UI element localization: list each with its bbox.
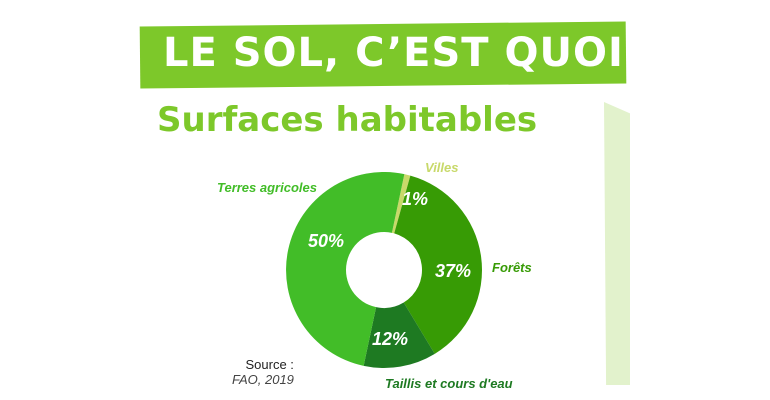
data-label: 37% xyxy=(435,261,471,281)
category-label: Taillis et cours d'eau xyxy=(385,376,513,391)
data-label: 12% xyxy=(372,329,408,349)
source-value: FAO, 2019 xyxy=(232,372,294,387)
slice-villes xyxy=(391,174,411,234)
data-label: 1% xyxy=(402,189,428,209)
source-note: Source : FAO, 2019 xyxy=(232,357,294,387)
slice-terres-agricoles xyxy=(286,172,405,366)
decorative-bar xyxy=(604,102,630,385)
chart-subtitle: Surfaces habitables xyxy=(157,100,538,140)
slice-taillis-et-cours-d-eau xyxy=(363,302,435,368)
source-label: Source : xyxy=(245,357,294,372)
slice-forêts xyxy=(394,175,482,354)
category-label: Forêts xyxy=(492,260,532,275)
page-title: LE SOL, C’EST QUOI ? xyxy=(163,30,664,76)
category-label: Villes xyxy=(425,160,458,175)
data-label: 50% xyxy=(308,231,344,251)
category-label: Terres agricoles xyxy=(217,180,317,195)
